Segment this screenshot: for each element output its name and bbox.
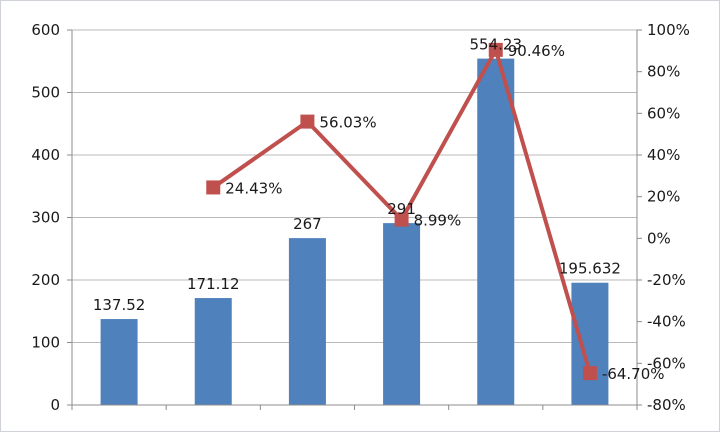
axes xyxy=(67,29,642,410)
bar-1 xyxy=(194,298,232,405)
data-labels: 137.52 171.12 267 291 554.23 195.632 24.43% 56.… xyxy=(93,36,665,384)
line-marker-5 xyxy=(582,366,597,381)
line-marker-2 xyxy=(300,114,315,129)
gridlines xyxy=(72,29,637,343)
line-marker-1 xyxy=(206,180,221,195)
line-label-3: 8.99% xyxy=(414,212,462,230)
line-series xyxy=(206,42,597,381)
bar-2 xyxy=(288,238,326,405)
bar-label-1: 171.12 xyxy=(187,275,240,293)
bar-label-3: 291 xyxy=(387,200,416,218)
y-right-tick-label-3: -20% xyxy=(647,271,686,289)
y-right-tick-label-5: 20% xyxy=(647,188,680,206)
y-left-tick-label-0: 0 xyxy=(50,396,60,414)
y-right-tick-label-2: -40% xyxy=(647,313,686,331)
y-left-tick-label-2: 200 xyxy=(31,271,60,289)
bar-3 xyxy=(383,223,421,405)
y-right-tick-label-0: -80% xyxy=(647,396,686,414)
bar-series xyxy=(100,58,609,405)
y-right-tick-label-8: 80% xyxy=(647,63,680,81)
bar-label-2: 267 xyxy=(293,215,322,233)
line-label-4: 90.46% xyxy=(508,42,565,60)
tick-labels: 0 100 200 300 400 500 600 -80% -60% -40% -20% 0% 20%… xyxy=(31,21,690,414)
line-label-2: 56.03% xyxy=(319,114,376,132)
line-marker-4 xyxy=(488,42,503,57)
bar-4 xyxy=(477,58,515,405)
y-right-tick-label-1: -60% xyxy=(647,354,686,372)
bar-5 xyxy=(571,282,609,405)
y-left-tick-label-4: 400 xyxy=(31,146,60,164)
y-right-tick-label-7: 60% xyxy=(647,104,680,122)
line-marker-3 xyxy=(394,212,409,227)
y-right-tick-label-4: 0% xyxy=(647,229,671,247)
bar-label-0: 137.52 xyxy=(93,296,146,314)
bar-label-4: 554.23 xyxy=(470,36,523,54)
y-right-tick-label-9: 100% xyxy=(647,21,690,39)
line-label-1: 24.43% xyxy=(225,179,282,197)
y-left-tick-label-6: 600 xyxy=(31,21,60,39)
y-right-tick-label-6: 40% xyxy=(647,146,680,164)
y-left-tick-label-1: 100 xyxy=(31,334,60,352)
line-label-5: -64.70% xyxy=(602,365,665,383)
y-left-tick-label-3: 300 xyxy=(31,209,60,227)
y-left-tick-label-5: 500 xyxy=(31,84,60,102)
bar-label-5: 195.632 xyxy=(559,260,621,278)
bar-0 xyxy=(100,319,138,405)
